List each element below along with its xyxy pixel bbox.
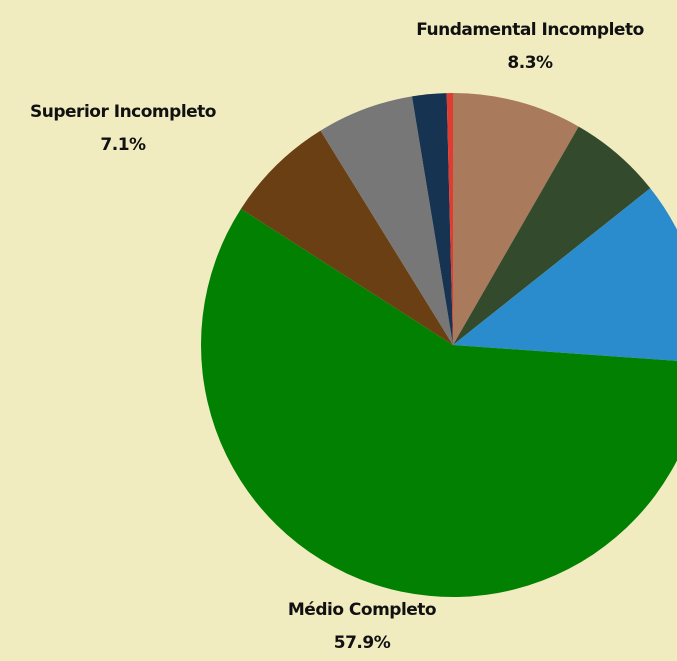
pie-slice: [320, 96, 453, 345]
pie-slice: [411, 93, 453, 345]
slice-label: Médio Completo: [288, 600, 436, 620]
slice-label: Fundamental Incompleto: [416, 20, 644, 40]
pie-slice: [240, 130, 453, 345]
pie-slice: [453, 93, 579, 345]
pie-slice: [446, 93, 453, 345]
slice-value-label: 7.1%: [100, 135, 146, 155]
pie-slice: [453, 126, 651, 345]
pie-slice: [200, 208, 677, 597]
slice-value-label: 8.3%: [507, 53, 553, 73]
slice-label: Superior Incompleto: [30, 102, 216, 122]
pie-slice: [453, 188, 677, 361]
slice-value-label: 57.9%: [334, 633, 391, 653]
